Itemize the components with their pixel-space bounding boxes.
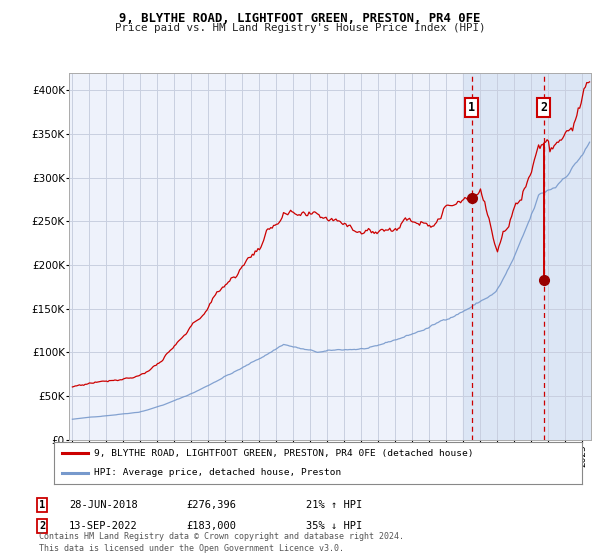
Text: 1: 1 [39,500,45,510]
Text: 2: 2 [39,521,45,531]
Text: HPI: Average price, detached house, Preston: HPI: Average price, detached house, Pres… [94,468,341,478]
Text: 9, BLYTHE ROAD, LIGHTFOOT GREEN, PRESTON, PR4 0FE (detached house): 9, BLYTHE ROAD, LIGHTFOOT GREEN, PRESTON… [94,449,473,458]
Text: 2: 2 [540,101,547,114]
Text: £276,396: £276,396 [186,500,236,510]
Text: Price paid vs. HM Land Registry's House Price Index (HPI): Price paid vs. HM Land Registry's House … [115,23,485,33]
Text: 13-SEP-2022: 13-SEP-2022 [69,521,138,531]
Text: Contains HM Land Registry data © Crown copyright and database right 2024.
This d: Contains HM Land Registry data © Crown c… [39,532,404,553]
Text: 35% ↓ HPI: 35% ↓ HPI [306,521,362,531]
Text: 9, BLYTHE ROAD, LIGHTFOOT GREEN, PRESTON, PR4 0FE: 9, BLYTHE ROAD, LIGHTFOOT GREEN, PRESTON… [119,12,481,25]
Text: 28-JUN-2018: 28-JUN-2018 [69,500,138,510]
Text: £183,000: £183,000 [186,521,236,531]
Bar [463,73,591,440]
Text: 21% ↑ HPI: 21% ↑ HPI [306,500,362,510]
Text: 1: 1 [468,101,475,114]
